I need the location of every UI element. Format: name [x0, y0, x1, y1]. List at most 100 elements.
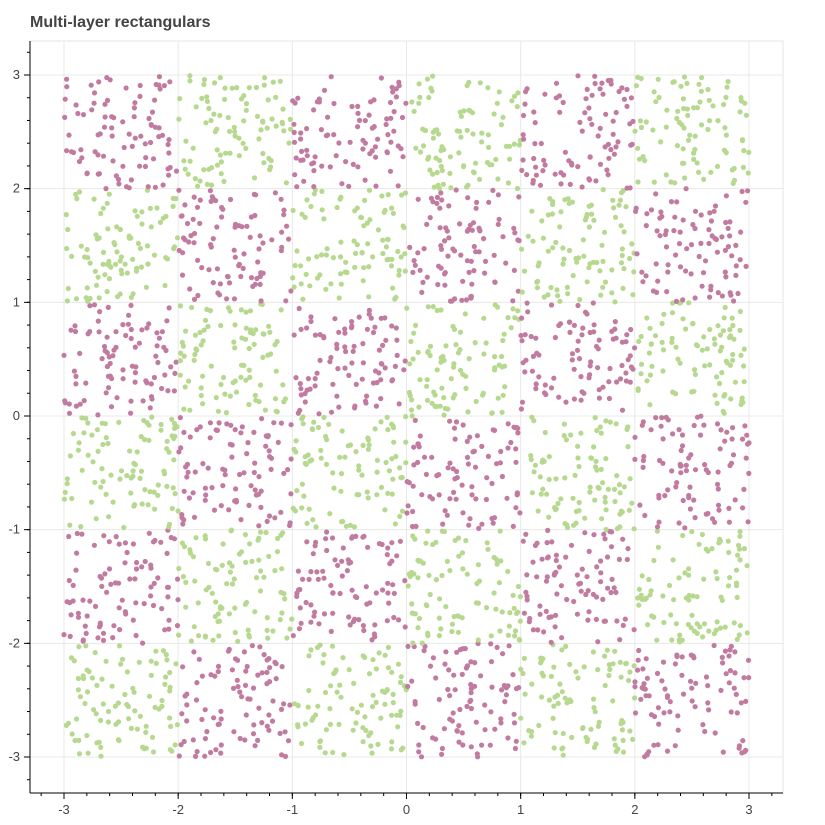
data-point	[546, 476, 552, 483]
data-point	[116, 541, 122, 547]
data-point	[374, 469, 380, 475]
data-point	[566, 247, 573, 254]
data-point	[484, 159, 491, 166]
data-point	[327, 164, 333, 170]
data-point	[653, 191, 659, 197]
data-point	[702, 258, 709, 264]
data-point	[389, 456, 395, 462]
data-point	[443, 604, 449, 610]
data-point	[143, 729, 149, 736]
data-point	[741, 346, 747, 352]
data-point	[390, 582, 396, 588]
data-point	[165, 584, 171, 590]
data-point	[611, 151, 618, 157]
data-point	[680, 146, 686, 152]
data-point	[679, 122, 685, 128]
data-point	[697, 99, 703, 105]
data-point	[184, 220, 191, 227]
data-point	[118, 468, 125, 474]
data-point	[579, 389, 585, 395]
data-point	[416, 404, 422, 410]
data-point	[102, 571, 108, 577]
data-point	[741, 675, 747, 681]
data-point	[552, 624, 558, 630]
data-point	[574, 572, 580, 578]
data-point	[487, 742, 493, 748]
data-point	[673, 621, 680, 627]
data-point	[300, 576, 306, 582]
data-point	[602, 618, 609, 624]
data-point	[273, 368, 279, 374]
data-point	[425, 528, 431, 534]
data-point	[267, 679, 273, 685]
data-point	[499, 409, 505, 415]
data-point	[345, 557, 351, 563]
data-point	[156, 74, 162, 80]
data-point	[390, 285, 396, 291]
data-point	[633, 208, 639, 214]
data-point	[493, 606, 499, 612]
data-point	[76, 751, 83, 757]
data-point	[106, 191, 112, 197]
data-point	[136, 340, 142, 346]
data-point	[545, 527, 551, 534]
data-point	[466, 107, 472, 113]
data-point	[238, 549, 245, 555]
data-point	[642, 158, 648, 164]
data-point	[68, 149, 75, 155]
data-point	[687, 132, 693, 138]
data-point	[233, 497, 239, 503]
data-point	[639, 596, 645, 603]
data-point	[714, 576, 720, 582]
data-point	[336, 140, 342, 146]
data-point	[124, 549, 130, 556]
data-point	[468, 705, 474, 712]
data-point	[621, 96, 628, 102]
data-point	[259, 670, 265, 676]
data-point	[445, 406, 451, 412]
data-point	[449, 718, 455, 724]
data-point	[269, 116, 275, 122]
data-point	[464, 83, 470, 89]
data-point	[542, 429, 548, 436]
data-point	[384, 618, 390, 624]
data-point	[360, 739, 366, 745]
data-point	[393, 453, 399, 460]
data-point	[356, 117, 363, 123]
data-point	[710, 103, 716, 109]
data-point	[146, 437, 152, 443]
data-point	[729, 436, 735, 442]
data-point	[491, 252, 497, 258]
data-point	[466, 269, 472, 275]
data-point	[243, 309, 249, 315]
data-point	[260, 331, 266, 337]
data-point	[182, 384, 188, 390]
data-point	[726, 680, 732, 686]
data-point	[616, 556, 623, 563]
data-point	[407, 244, 413, 250]
data-point	[191, 649, 197, 655]
data-point	[94, 740, 100, 746]
data-point	[648, 207, 655, 213]
data-point	[555, 293, 561, 299]
data-point	[323, 461, 330, 467]
data-point	[227, 196, 234, 203]
data-point	[272, 659, 278, 665]
data-point	[490, 520, 496, 526]
data-point	[388, 263, 395, 269]
data-point	[492, 279, 498, 285]
data-point	[575, 255, 582, 261]
data-point	[309, 161, 315, 167]
data-point	[159, 606, 165, 612]
data-point	[191, 624, 197, 630]
data-point	[261, 574, 267, 580]
data-point	[297, 407, 303, 413]
data-point	[518, 332, 524, 339]
data-point	[453, 496, 459, 502]
data-point	[499, 609, 505, 615]
data-point	[182, 202, 188, 208]
data-point	[195, 600, 201, 606]
data-point	[306, 653, 312, 659]
data-point	[106, 539, 112, 545]
data-point	[316, 621, 322, 627]
